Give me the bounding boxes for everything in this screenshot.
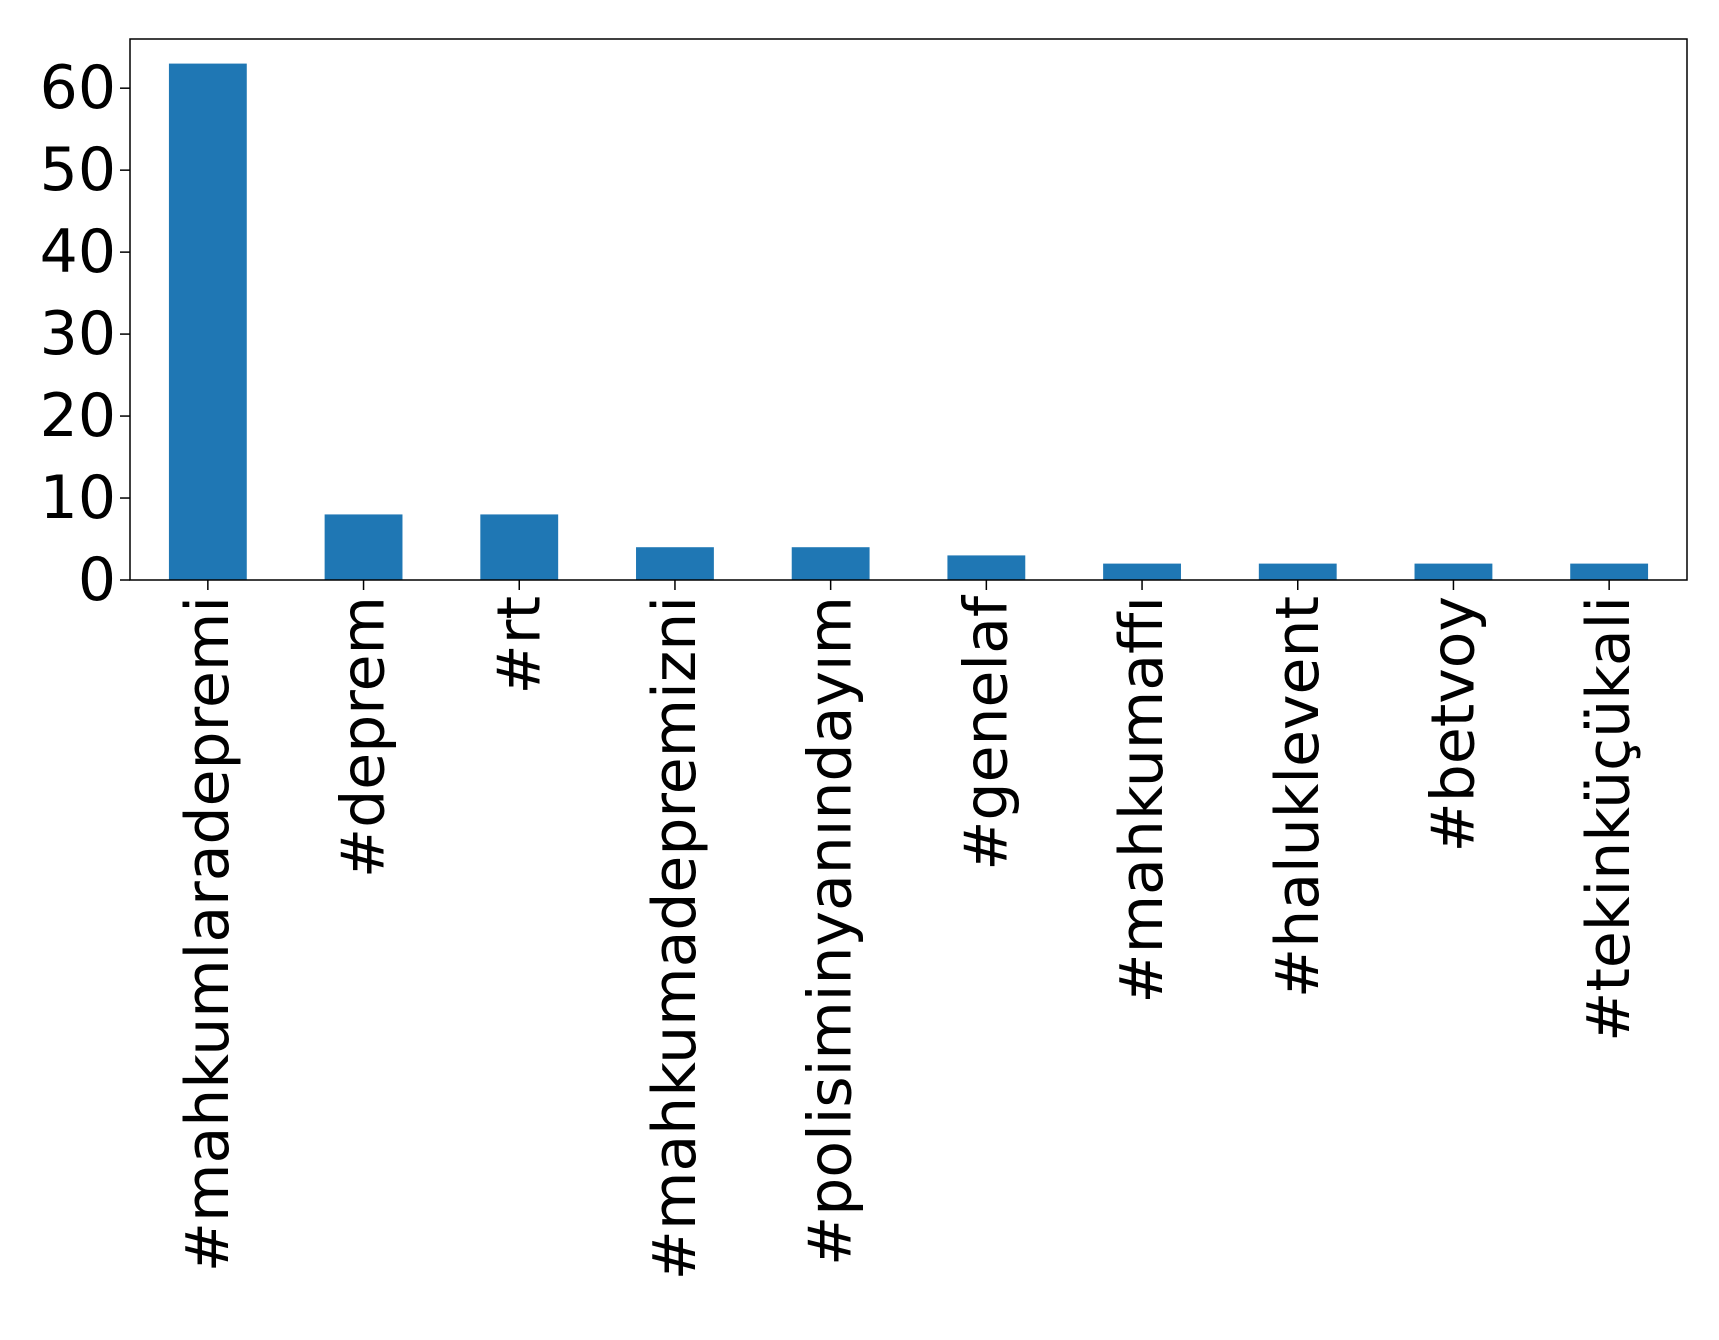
bar: [947, 555, 1026, 580]
x-tick-label: #rt: [484, 596, 554, 694]
bar: [1103, 563, 1181, 580]
y-tick-label: 50: [40, 135, 116, 205]
bar: [791, 547, 870, 580]
bar: [168, 63, 247, 581]
bars-layer: [168, 63, 1649, 581]
y-tick-label: 60: [40, 53, 116, 123]
x-tick-label: #mahkumaffı: [1107, 596, 1177, 1004]
x-tick-label: #mahkumadepremizni: [640, 596, 710, 1280]
bar: [1570, 563, 1649, 580]
x-tick-label: #betvoy: [1418, 596, 1488, 853]
x-tick-label: #tekinküçükali: [1574, 596, 1644, 1042]
x-tick-label: #haluklevent: [1263, 596, 1333, 998]
bar: [636, 547, 714, 580]
x-axis: #mahkumlaradepremi #deprem #rt #mahkumadepr…: [173, 580, 1644, 1280]
bar: [324, 514, 403, 580]
y-tick-label: 20: [40, 381, 116, 451]
y-axis: 0 10 20 30 40 50 60: [40, 53, 130, 615]
y-tick-label: 10: [40, 463, 116, 533]
plot-frame: [129, 38, 1688, 581]
bar: [480, 514, 559, 580]
y-tick-label: 0: [78, 545, 116, 615]
x-tick-label: #mahkumlaradepremi: [173, 596, 243, 1272]
x-tick-label: #deprem: [329, 596, 399, 878]
bar: [1414, 563, 1493, 580]
x-tick-label: #genelaf: [951, 594, 1021, 871]
y-tick-label: 40: [40, 217, 116, 287]
y-tick-label: 30: [40, 299, 116, 369]
x-tick-label: #polisiminyanındayım: [796, 596, 866, 1266]
bar: [1258, 563, 1337, 580]
